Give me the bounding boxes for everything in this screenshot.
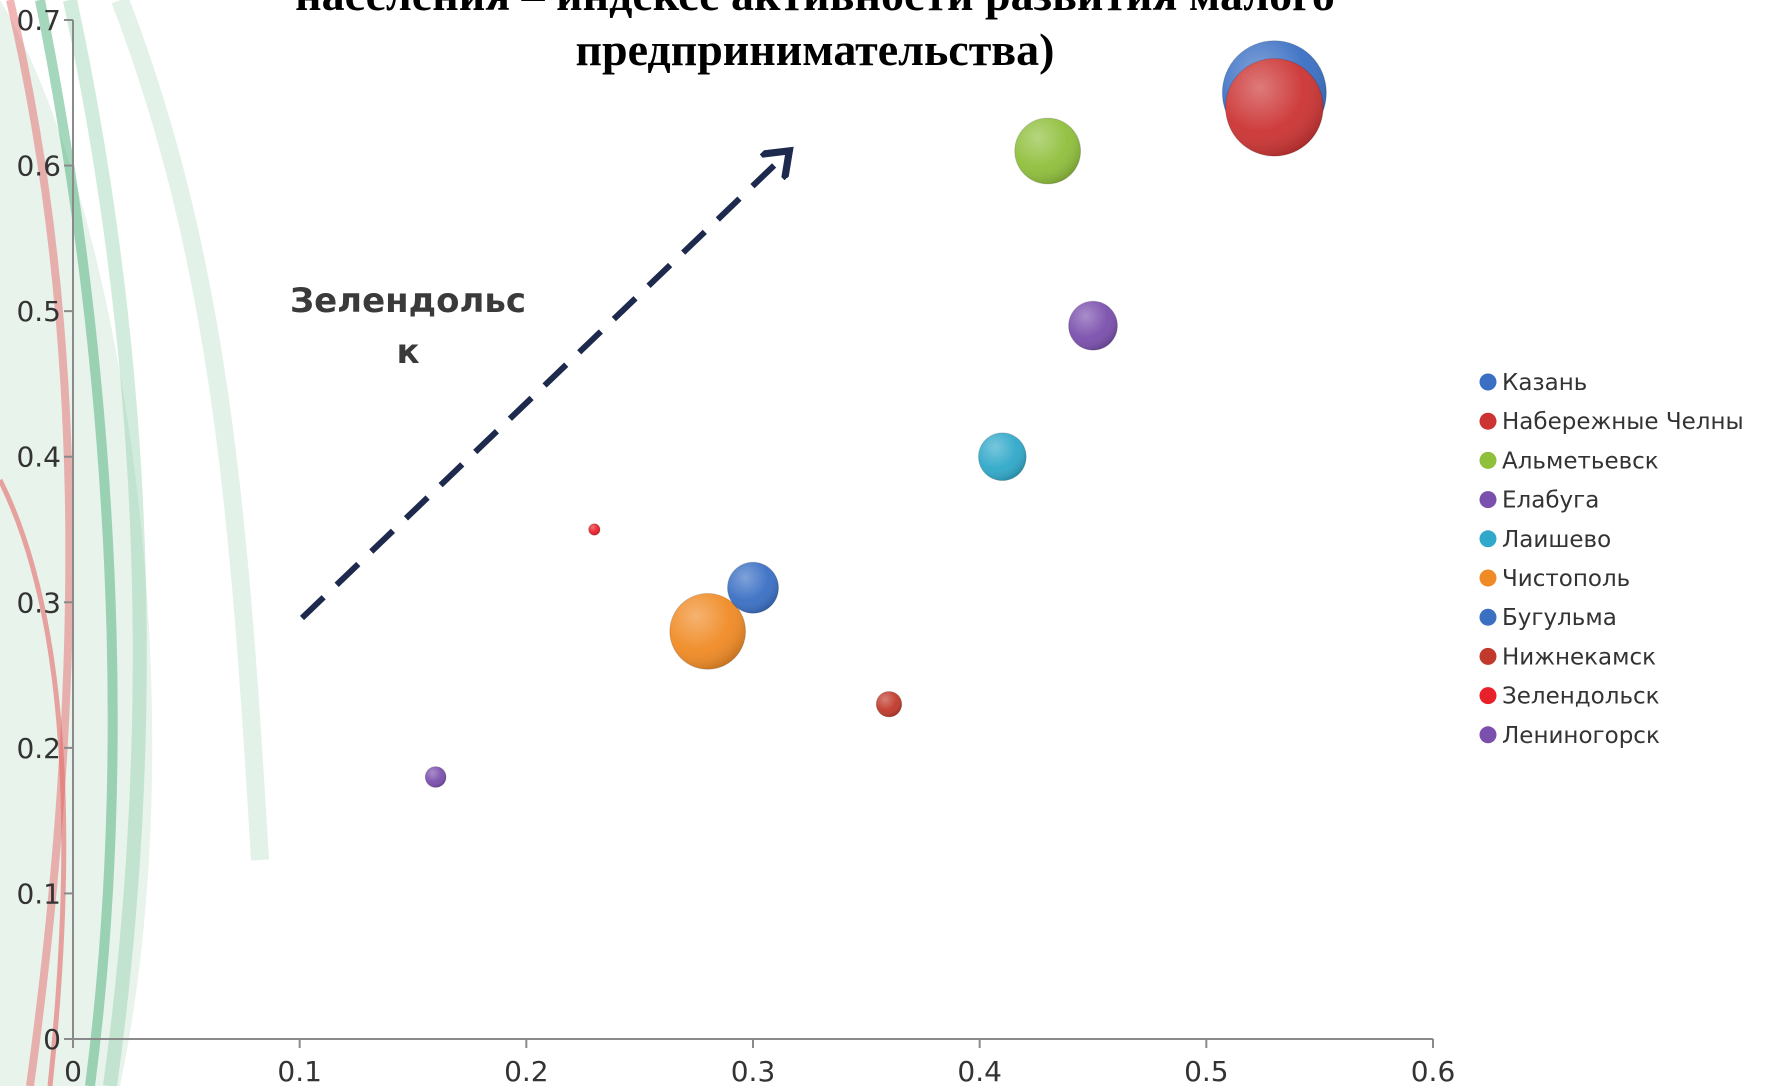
bubble-shade: [425, 766, 447, 788]
y-tick-label: 0.7: [16, 4, 61, 37]
bubble: [1068, 300, 1118, 351]
bubble: [1014, 117, 1082, 185]
annotation-line: к: [396, 332, 419, 372]
bubble: [588, 523, 601, 536]
legend-item: Казань: [1479, 370, 1587, 396]
bubble-shade: [727, 562, 779, 614]
legend-marker: [1479, 569, 1497, 587]
legend-label: Набережные Челны: [1502, 409, 1744, 435]
legend-marker: [1479, 491, 1497, 509]
legend-label: Бугульма: [1502, 605, 1617, 631]
legend-item: Нижнекамск: [1479, 644, 1656, 670]
y-tick-label: 0.2: [16, 732, 61, 765]
legend-label: Лаишево: [1502, 527, 1611, 553]
legend-item: Лаишево: [1479, 527, 1611, 553]
x-tick-label: 0.6: [1411, 1055, 1456, 1086]
legend-label: Альметьевск: [1502, 448, 1659, 474]
legend-marker: [1479, 687, 1497, 705]
legend-item: Елабуга: [1479, 488, 1599, 514]
legend-item: Чистополь: [1479, 566, 1630, 592]
x-tick-label: 0.5: [1184, 1055, 1229, 1086]
bubble: [875, 690, 903, 718]
legend-marker: [1479, 530, 1497, 548]
bubble-shade: [978, 432, 1027, 481]
bubble-shade: [1225, 58, 1324, 157]
bubbles: [424, 40, 1327, 788]
legend-marker: [1479, 373, 1497, 391]
x-tick-label: 0.1: [277, 1055, 322, 1086]
legend-label: Лениногорск: [1502, 723, 1660, 749]
bubble-shade: [1068, 301, 1118, 351]
bubble-shade: [1014, 118, 1081, 184]
background-decoration: [0, 0, 269, 1086]
legend-item: Набережные Челны: [1479, 409, 1744, 435]
x-tick-label: 0.3: [731, 1055, 776, 1086]
bubble: [424, 766, 447, 788]
x-tick-label: 0: [64, 1055, 82, 1086]
bubble-shade: [876, 691, 902, 717]
legend-label: Нижнекамск: [1502, 644, 1656, 670]
legend-label: Елабуга: [1502, 488, 1599, 514]
legend-marker: [1479, 726, 1497, 744]
legend-label: Казань: [1502, 370, 1587, 396]
legend: Казань Набережные Челны Альметьевск Елабуга…: [1479, 370, 1744, 749]
legend-item: Лениногорск: [1479, 723, 1660, 749]
y-tick-label: 0.6: [16, 150, 61, 183]
chart-title-line: населения – индексе активности развития …: [295, 0, 1335, 20]
legend-label: Зелендольск: [1502, 684, 1660, 710]
bubble: [978, 432, 1027, 482]
legend-label: Чистополь: [1502, 566, 1630, 592]
legend-marker: [1479, 451, 1497, 469]
chart-title: населения – индексе активности развития …: [295, 0, 1335, 75]
y-tick-label: 0.4: [16, 441, 61, 474]
bubble: [727, 561, 779, 614]
trend-arrow: [299, 155, 785, 621]
bubble-shade: [588, 523, 601, 536]
x-tick-label: 0.4: [957, 1055, 1002, 1086]
y-tick-label: 0: [43, 1023, 61, 1056]
legend-marker: [1479, 608, 1497, 626]
chart-title-line: предпринимательства): [576, 24, 1055, 75]
x-tick-label: 0.2: [504, 1055, 549, 1086]
legend-item: Бугульма: [1479, 605, 1617, 631]
legend-item: Зелендольск: [1479, 684, 1660, 710]
axes: 0 0.1 0.2 0.3 0.4 0.5 0.6 0 0.1 0.2 0.3 0.4 0.5 0.6 0.…: [16, 4, 1455, 1086]
annotation-line: Зелендольс: [290, 281, 526, 321]
bubble: [669, 593, 747, 670]
y-tick-label: 0.1: [16, 877, 61, 910]
legend-item: Альметьевск: [1479, 448, 1659, 474]
bubble-shade: [669, 593, 746, 670]
legend-marker: [1479, 412, 1497, 430]
legend-marker: [1479, 647, 1497, 665]
y-tick-label: 0.5: [16, 295, 61, 328]
y-tick-label: 0.3: [16, 586, 61, 619]
annotation: Зелендольс к: [290, 281, 526, 372]
bubble: [1225, 58, 1324, 157]
